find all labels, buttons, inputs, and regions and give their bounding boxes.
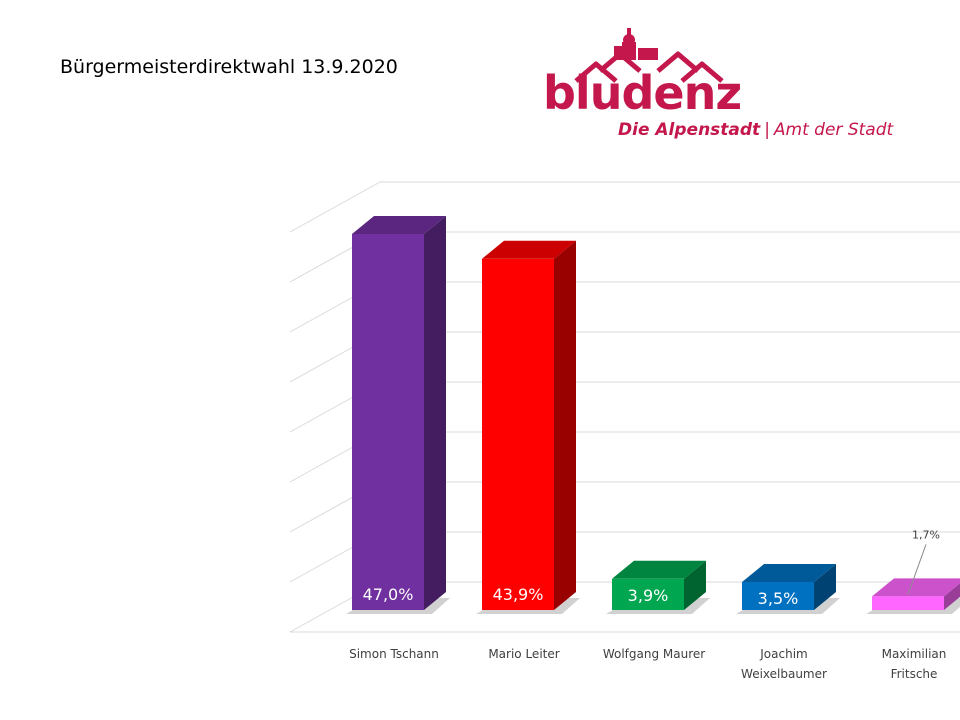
town-skyline-icon (574, 28, 724, 83)
category-label: Wolfgang Maurer (603, 647, 705, 661)
bludenz-logo: bludenz Die Alpenstadt | Amt der Stadt (538, 26, 893, 146)
bar-top (352, 216, 446, 234)
logo-tagline: Die Alpenstadt | Amt der Stadt (618, 120, 893, 140)
bar-front (742, 582, 814, 610)
logo-tagline-separator: | (764, 120, 770, 140)
category-label-line: Simon Tschann (349, 647, 439, 661)
bar-top (482, 240, 576, 259)
category-label: Simon Tschann (349, 647, 439, 661)
category-label-line: Wolfgang Maurer (603, 647, 705, 661)
bar-side (944, 583, 960, 610)
page-title: Bürgermeisterdirektwahl 13.9.2020 (60, 56, 398, 78)
category-label-line: Weixelbaumer (741, 667, 827, 681)
chart-bars (346, 216, 960, 614)
data-label: 3,9% (628, 586, 669, 605)
category-label: Mario Leiter (488, 647, 559, 661)
bar-side (554, 240, 576, 611)
logo-tagline-rest: Amt der Stadt (773, 120, 894, 140)
bar (606, 560, 710, 614)
logo-wordmark: bludenz (543, 66, 742, 120)
category-label-line: Fritsche (891, 667, 938, 681)
bar (476, 240, 580, 614)
bar (346, 216, 450, 614)
bar-side (684, 560, 706, 610)
bar-front (872, 596, 944, 610)
category-label-line: Joachim (759, 647, 807, 661)
data-label-leader (907, 544, 927, 595)
bar-front (352, 234, 424, 610)
bar-front (612, 578, 684, 610)
bar-side (424, 216, 446, 610)
data-label: 3,5% (758, 589, 799, 608)
bar-top (742, 564, 836, 582)
bar-top (872, 578, 960, 597)
data-label: 47,0% (363, 585, 414, 604)
chart-grid (289, 181, 960, 633)
bar-top (612, 560, 706, 579)
category-label: Maximilian Fritsche (882, 647, 947, 681)
logo-tagline-bold: Die Alpenstadt (618, 120, 761, 140)
bar (736, 564, 840, 614)
bar-side (814, 564, 836, 610)
chart-labels: 47,0% Simon Tschann 43,9% Mario Leiter 3,9% W… (349, 528, 946, 681)
category-label-line: Maximilian (882, 647, 947, 661)
category-label: Joachim Weixelbaumer (741, 647, 827, 681)
bar-front (482, 258, 554, 610)
gridline-side (289, 181, 381, 233)
bar (866, 578, 960, 614)
data-label: 43,9% (493, 585, 544, 604)
category-label-line: Mario Leiter (488, 647, 559, 661)
data-label: 1,7% (912, 528, 940, 541)
